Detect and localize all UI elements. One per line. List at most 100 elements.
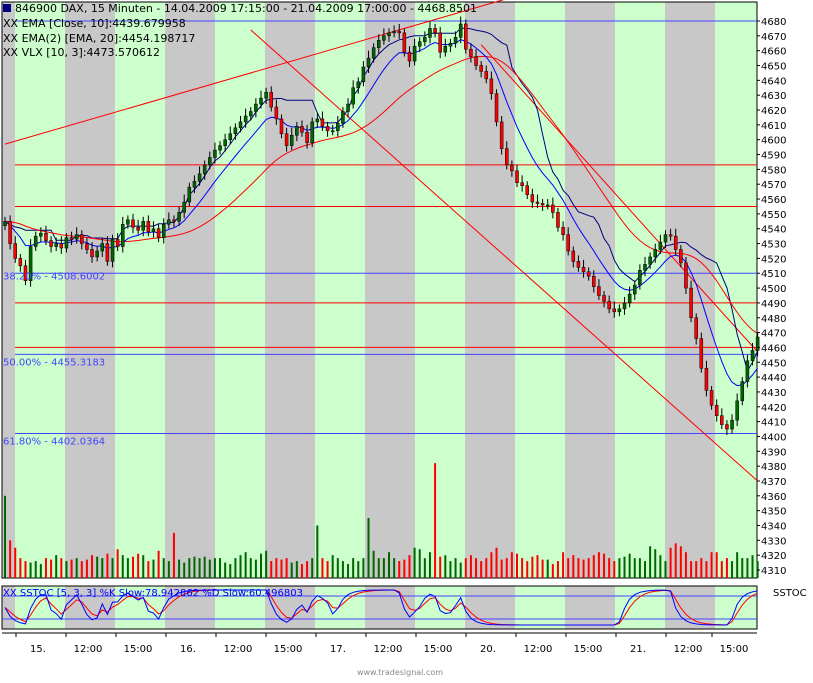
y-tick-label: 4420 [761,403,786,414]
candle-body [336,123,340,132]
volume-bar [418,549,421,578]
candle-body [694,317,698,339]
volume-bar [592,555,595,578]
y-tick-label: 4440 [761,373,786,384]
candle-body [80,234,84,244]
stoch-band [515,586,565,629]
volume-bar [336,558,339,578]
candle-body [740,381,745,402]
volume-bar [633,558,636,578]
volume-bar [116,549,119,578]
volume-bar [393,558,396,578]
candle-body [161,224,166,238]
stoch-band [115,586,165,629]
trendlines [4,0,759,482]
volume-bar [377,558,380,578]
candle-body [249,111,253,117]
volume-bar [106,553,109,578]
volume-bar [234,558,237,578]
candle-body [131,219,135,228]
y-tick-label: 4380 [761,462,786,473]
x-tick-label: 16. [180,644,196,655]
candle-body [540,203,545,206]
candle-body [110,238,115,262]
volume-bar [229,564,232,578]
volume-bar [746,558,749,578]
candle-body [366,57,371,68]
session-band [165,2,215,578]
candle-body [392,31,396,34]
x-tick-label: 12:00 [524,644,553,655]
volume-bar [321,558,324,578]
candle-body [407,51,412,62]
candle-body [182,201,186,213]
candle-body [428,28,432,38]
session-bands [1,1,758,630]
candle-body [704,367,709,391]
candle-body [530,194,535,203]
candle-body [197,173,202,182]
volume-bar [408,555,411,578]
candle-body [643,264,647,271]
volume-bar [725,558,728,578]
candle-body [187,186,192,203]
candle-body [653,249,657,258]
ema10-label: XX EMA [Close, 10]:4439.679958 [3,17,186,30]
candle-body [612,308,617,313]
candle-body [448,43,453,47]
y-tick-label: 4490 [761,299,786,310]
volume-bar [541,559,544,578]
y-tick-label: 4670 [761,32,786,43]
volume-bar [111,558,114,578]
candle-body [44,232,48,241]
y-tick-label: 4340 [761,521,786,532]
y-tick-label: 4400 [761,432,786,443]
candle-body [95,250,99,258]
volume-bar [577,558,580,578]
stoch-band [615,586,665,629]
candle-body [13,243,17,259]
volume-bar [510,552,513,578]
watermark: www.tradesignal.com [357,668,443,677]
candle-body [725,424,729,430]
candle-body [202,164,207,175]
y-tick-label: 4350 [761,507,786,518]
session-band [415,2,465,578]
candle-body [151,228,156,232]
candle-body [489,78,494,94]
stoch-band [215,586,265,629]
session-band [265,2,315,578]
y-tick-label: 4600 [761,136,786,147]
candle-body [458,23,463,38]
chart-title: 846900 DAX, 15 Minuten - 14.04.2009 17:1… [15,2,477,15]
volume-bar [684,552,687,578]
candle-body [346,103,350,112]
candle-body [735,400,739,421]
volume-bar [249,558,252,578]
volume-bar [311,558,314,578]
volume-bar [244,552,247,578]
y-tick-label: 4430 [761,388,786,399]
volume-bar [162,558,165,578]
x-tick-label: 15. [30,644,46,655]
volume-bar [178,559,181,578]
volume-bar [9,540,12,578]
candle-body [310,121,314,143]
session-band [215,2,265,578]
candle-body [192,180,197,188]
ema20-label: XX EMA(2) [EMA, 20]:4454.198717 [3,32,195,45]
volume-bar [654,549,657,578]
volume-bar [454,558,457,578]
candle-body [673,235,678,250]
candle-body [566,234,570,252]
candle-body [730,419,734,430]
candle-body [371,47,376,59]
candle-body [126,219,130,225]
candle-body [714,405,719,416]
volume-bar [357,561,360,578]
candle-body [33,235,38,247]
volume-bar [265,550,268,578]
candle-body [23,265,28,281]
candle-body [279,118,284,135]
